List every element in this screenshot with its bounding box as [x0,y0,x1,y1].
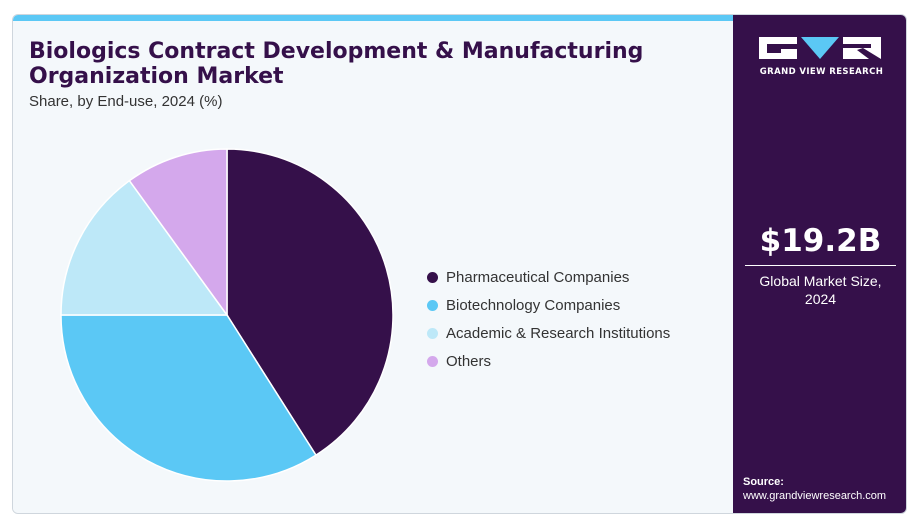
legend-swatch [427,327,438,339]
logo-box-g [759,37,797,59]
legend-swatch [427,271,438,283]
legend-item: Academic & Research Institutions [427,319,670,347]
legend-label: Pharmaceutical Companies [446,268,630,286]
chart-legend: Pharmaceutical Companies Biotechnology Co… [427,263,670,375]
legend-item: Pharmaceutical Companies [427,263,670,291]
pie-slice-pharmaceutical-companies [226,148,394,457]
chart-panel: Biologics Contract Development & Manufac… [13,15,733,513]
legend-swatch [427,299,438,311]
logo-box-r [843,37,881,59]
pie-slice-others [128,148,228,318]
pie-slice-biotechnology-companies [60,314,317,482]
pie-slice-academic-research-institutions [60,179,229,316]
source-url[interactable]: www.grandviewresearch.com [743,490,887,502]
legend-swatch [427,355,438,367]
legend-label: Others [446,352,492,370]
legend-label: Biotechnology Companies [446,296,621,314]
market-label-line2: 2024 [804,291,837,307]
accent-bar [13,15,733,21]
info-panel: GRAND VIEW RESEARCH $19.2B Global Market… [733,15,906,513]
chart-title: Biologics Contract Development & Manufac… [29,39,644,89]
market-label-line1: Global Market Size, [759,273,882,289]
pie-chart [60,148,394,482]
market-size-value: $19.2B [759,223,882,259]
logo-mark [759,37,884,59]
chart-card: Biologics Contract Development & Manufac… [12,14,907,514]
market-size-label: Global Market Size, 2024 [733,272,906,308]
legend-item: Others [427,347,670,375]
chart-subtitle: Share, by End-use, 2024 (%) [29,93,223,110]
source-label: Source: [743,476,784,488]
legend-label: Academic & Research Institutions [446,324,671,342]
brand-logo: GRAND VIEW RESEARCH [759,37,884,77]
divider [745,265,896,266]
legend-item: Biotechnology Companies [427,291,670,319]
brand-name: GRAND VIEW RESEARCH [759,67,884,77]
logo-box-v [801,37,839,59]
